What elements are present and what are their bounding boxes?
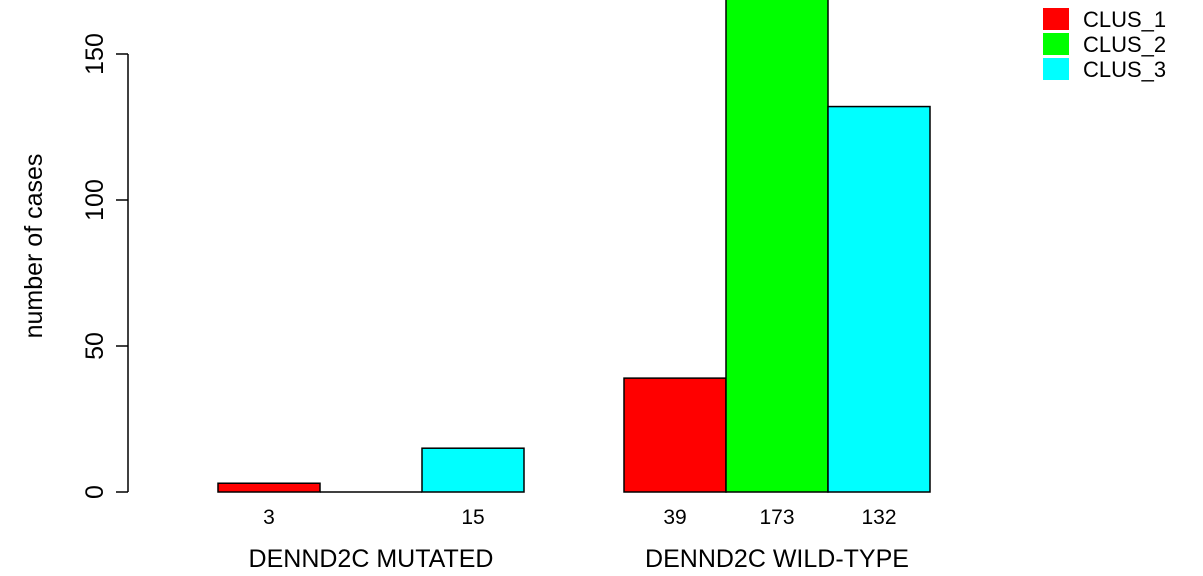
bar-value-labels: 3 15 39 173 132 (263, 506, 896, 529)
bar-value-label: 15 (461, 506, 484, 529)
group-label: DENND2C WILD-TYPE (645, 545, 909, 573)
bars (217, 0, 931, 493)
bar-clus-2 (725, 0, 829, 493)
legend-swatch (1043, 8, 1069, 30)
bar-value-label: 39 (663, 506, 686, 529)
bar-value-label: 3 (263, 506, 275, 529)
legend-swatch (1043, 33, 1069, 55)
legend-swatch (1043, 58, 1069, 80)
bar-value-label: 173 (759, 506, 794, 529)
y-axis-label: number of cases (20, 154, 48, 339)
y-tick-label: 50 (81, 332, 109, 360)
y-axis: 0 50 100 150 (81, 33, 129, 499)
group-labels: DENND2C MUTATED DENND2C WILD-TYPE (249, 545, 909, 573)
bar-clus-1 (623, 377, 727, 493)
bar-clus-3 (827, 105, 931, 493)
bar-value-label: 132 (861, 506, 896, 529)
y-tick-label: 100 (81, 179, 109, 221)
bar-clus-1 (217, 482, 321, 493)
y-tick-label: 150 (81, 33, 109, 75)
legend-label: CLUS_2 (1083, 32, 1166, 57)
group-label: DENND2C MUTATED (249, 545, 494, 573)
bar-clus-3 (421, 447, 525, 493)
y-tick-label: 0 (81, 485, 109, 499)
legend-label: CLUS_1 (1083, 7, 1166, 32)
legend-label: CLUS_3 (1083, 57, 1166, 82)
